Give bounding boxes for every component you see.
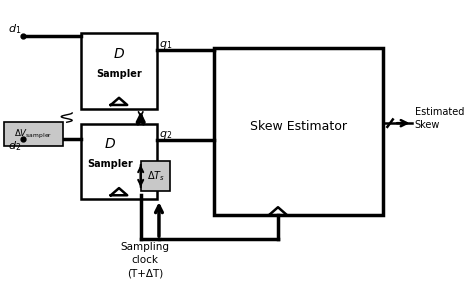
Text: $q_2$: $q_2$: [159, 130, 172, 141]
Text: $D$: $D$: [104, 137, 116, 151]
Text: Sampler: Sampler: [96, 69, 142, 79]
Text: Sampling
clock
(T+ΔT): Sampling clock (T+ΔT): [121, 242, 170, 278]
Bar: [4, 122, 63, 146]
Text: Skew Estimator: Skew Estimator: [250, 120, 347, 133]
Bar: [214, 48, 383, 215]
Text: Sampler: Sampler: [87, 159, 133, 170]
Text: $d_2$: $d_2$: [8, 139, 21, 153]
Text: $\Delta V_{\rm sampler}$: $\Delta V_{\rm sampler}$: [14, 128, 53, 141]
Text: $D$: $D$: [113, 47, 125, 61]
Bar: [141, 161, 170, 191]
Text: $d_1$: $d_1$: [8, 22, 21, 36]
Bar: [82, 33, 157, 109]
Text: $q_1$: $q_1$: [159, 39, 172, 51]
Text: Estimated
Skew: Estimated Skew: [415, 107, 464, 130]
Bar: [82, 124, 157, 199]
Text: $\Delta T_s$: $\Delta T_s$: [146, 169, 164, 183]
